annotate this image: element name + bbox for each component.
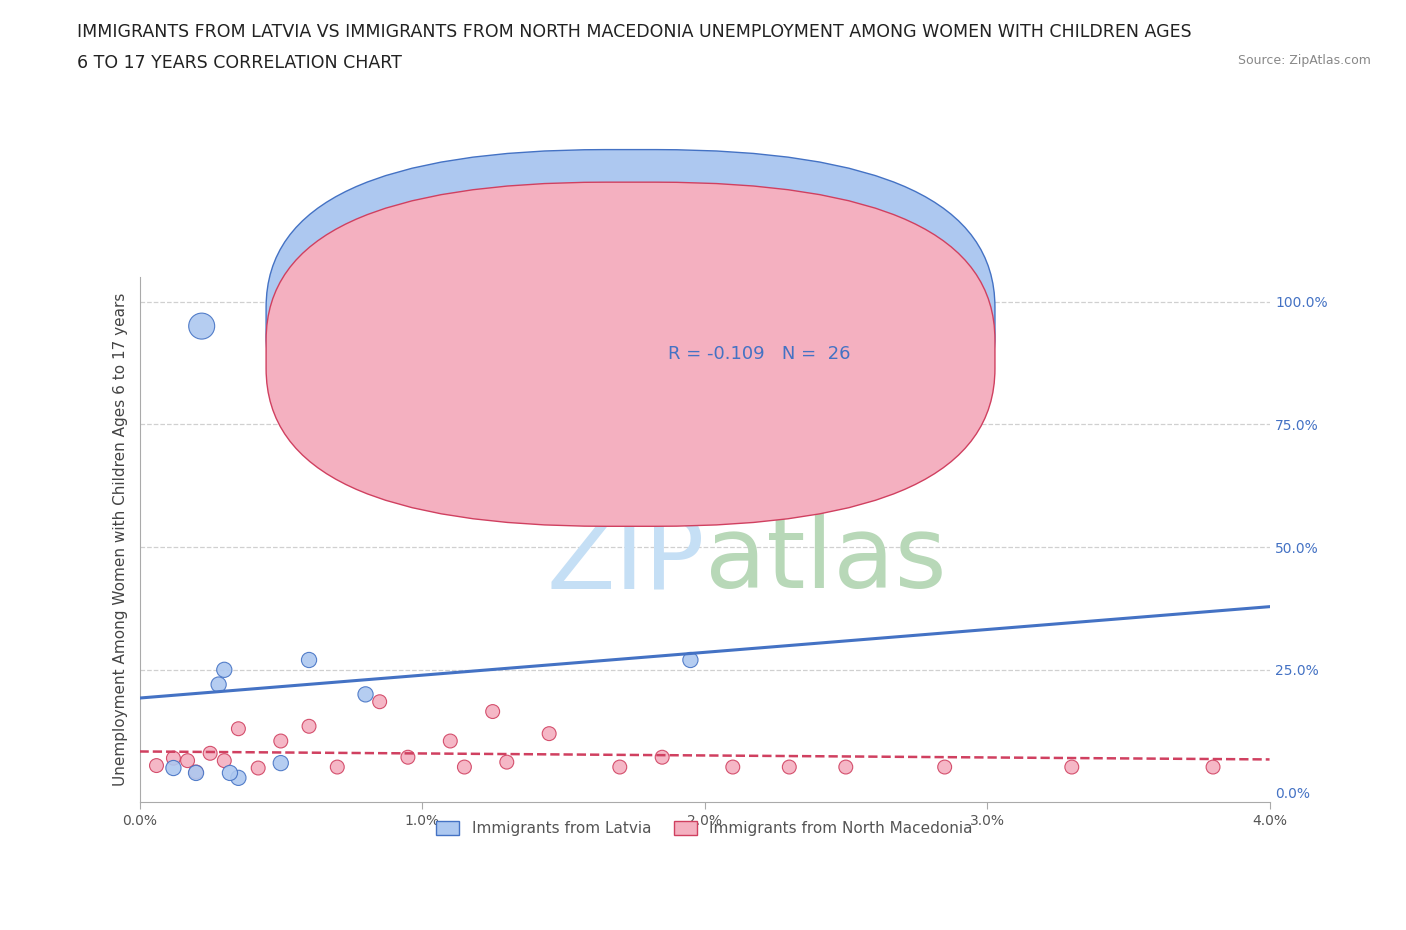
Point [298, 719, 321, 734]
Point [228, 770, 250, 785]
Point [326, 760, 349, 775]
Text: atlas: atlas [704, 512, 946, 609]
Point [481, 704, 503, 719]
Point [247, 761, 270, 776]
Point [219, 765, 242, 780]
Text: 6 TO 17 YEARS CORRELATION CHART: 6 TO 17 YEARS CORRELATION CHART [77, 54, 402, 72]
Text: R =  0.091   N =  11: R = 0.091 N = 11 [668, 312, 851, 331]
Text: IMMIGRANTS FROM LATVIA VS IMMIGRANTS FROM NORTH MACEDONIA UNEMPLOYMENT AMONG WOM: IMMIGRANTS FROM LATVIA VS IMMIGRANTS FRO… [77, 23, 1192, 41]
Point [270, 734, 292, 749]
Point [835, 760, 858, 775]
Point [354, 687, 377, 702]
Point [145, 758, 167, 773]
Point [198, 746, 221, 761]
Y-axis label: Unemployment Among Women with Children Ages 6 to 17 years: Unemployment Among Women with Children A… [114, 293, 128, 787]
Point [190, 319, 212, 334]
Point [368, 695, 391, 710]
Point [778, 760, 800, 775]
Point [270, 756, 292, 771]
Point [298, 653, 321, 668]
Point [1060, 760, 1083, 775]
Point [396, 750, 419, 764]
Point [439, 734, 461, 749]
Point [214, 662, 236, 677]
FancyBboxPatch shape [266, 150, 995, 494]
Text: Source: ZipAtlas.com: Source: ZipAtlas.com [1237, 54, 1371, 67]
Point [1202, 760, 1225, 775]
Point [679, 653, 702, 668]
Point [495, 754, 517, 769]
Point [214, 753, 236, 768]
Point [162, 751, 184, 765]
Legend: Immigrants from Latvia, Immigrants from North Macedonia: Immigrants from Latvia, Immigrants from … [430, 815, 979, 842]
Point [184, 764, 207, 779]
Point [538, 726, 561, 741]
Point [453, 760, 475, 775]
Point [176, 753, 198, 768]
Point [207, 677, 229, 692]
Point [934, 760, 956, 775]
FancyBboxPatch shape [586, 296, 970, 374]
FancyBboxPatch shape [266, 182, 995, 526]
Point [162, 761, 184, 776]
Point [184, 765, 207, 780]
Text: R = -0.109   N =  26: R = -0.109 N = 26 [668, 345, 851, 364]
Point [609, 760, 631, 775]
Point [651, 750, 673, 764]
Point [721, 760, 744, 775]
Text: ZIP: ZIP [546, 512, 704, 609]
Point [228, 722, 250, 737]
